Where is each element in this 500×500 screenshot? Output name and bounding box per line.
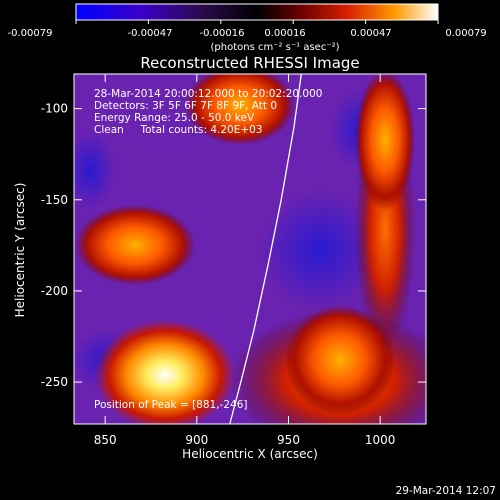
solar-limb-curve: [229, 74, 302, 424]
footer-timestamp: 29-Mar-2014 12:07: [396, 485, 496, 497]
y-axis-ticks: -100 -150 -200 -250: [41, 102, 426, 389]
x-axis-ticks: 850 900 950 1000: [94, 74, 396, 447]
colorbar-unit-label: (photons cm⁻² s⁻¹ asec⁻²): [210, 42, 339, 53]
y-tick-label: -200: [41, 284, 68, 298]
colorbar-tick-label: -0.00047: [128, 28, 173, 39]
colorbar-tick-label: 0.00047: [350, 28, 391, 39]
annotation-detectors: Detectors: 3F 5F 6F 7F 8F 9F, Att 0: [94, 100, 277, 112]
plot-frame: [73, 73, 427, 425]
y-tick-label: -150: [41, 193, 68, 207]
colorbar-gradient: [75, 3, 439, 21]
x-tick-label: 850: [94, 433, 117, 447]
heatmap-image: [74, 74, 426, 424]
y-axis-label: Heliocentric Y (arcsec): [13, 183, 27, 318]
x-axis-label: Heliocentric X (arcsec): [182, 447, 318, 461]
x-tick-label: 1000: [365, 433, 396, 447]
annotation-energy-range: Energy Range: 25.0 - 50.0 keV: [94, 112, 255, 124]
x-tick-label: 950: [277, 433, 300, 447]
y-tick-label: -100: [41, 102, 68, 116]
colorbar-tick-label: -0.00016: [200, 28, 245, 39]
y-tick-label: -250: [41, 375, 68, 389]
peak-position-label: Position of Peak = [881,-246]: [94, 399, 248, 411]
plot-title: Reconstructed RHESSI Image: [140, 54, 359, 72]
colorbar-tick-label: 0.00016: [264, 28, 305, 39]
annotation-time-range: 28-Mar-2014 20:00:12.000 to 20:02:20.000: [94, 88, 322, 100]
annotation-clean-counts: Clean Total counts: 4.20E+03: [94, 124, 263, 136]
x-tick-label: 900: [185, 433, 208, 447]
colorbar-tick-label: 0.00079: [445, 28, 486, 39]
colorbar-tick-label: -0.00079: [8, 28, 53, 39]
